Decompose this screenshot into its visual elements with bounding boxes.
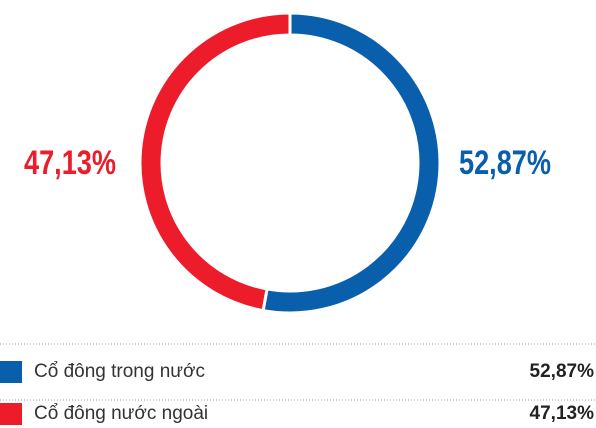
legend-value: 47,13% xyxy=(530,403,595,424)
legend-label: Cổ đông nước ngoài xyxy=(34,403,208,424)
slice-label: 52,87% xyxy=(459,144,551,182)
slice xyxy=(138,11,292,313)
legend-swatch xyxy=(0,361,22,383)
slice xyxy=(261,11,442,315)
slice-label: 47,13% xyxy=(24,144,116,182)
legend-value: 52,87% xyxy=(530,361,595,382)
legend-swatch xyxy=(0,403,22,425)
legend-label: Cổ đông trong nước xyxy=(34,361,205,382)
